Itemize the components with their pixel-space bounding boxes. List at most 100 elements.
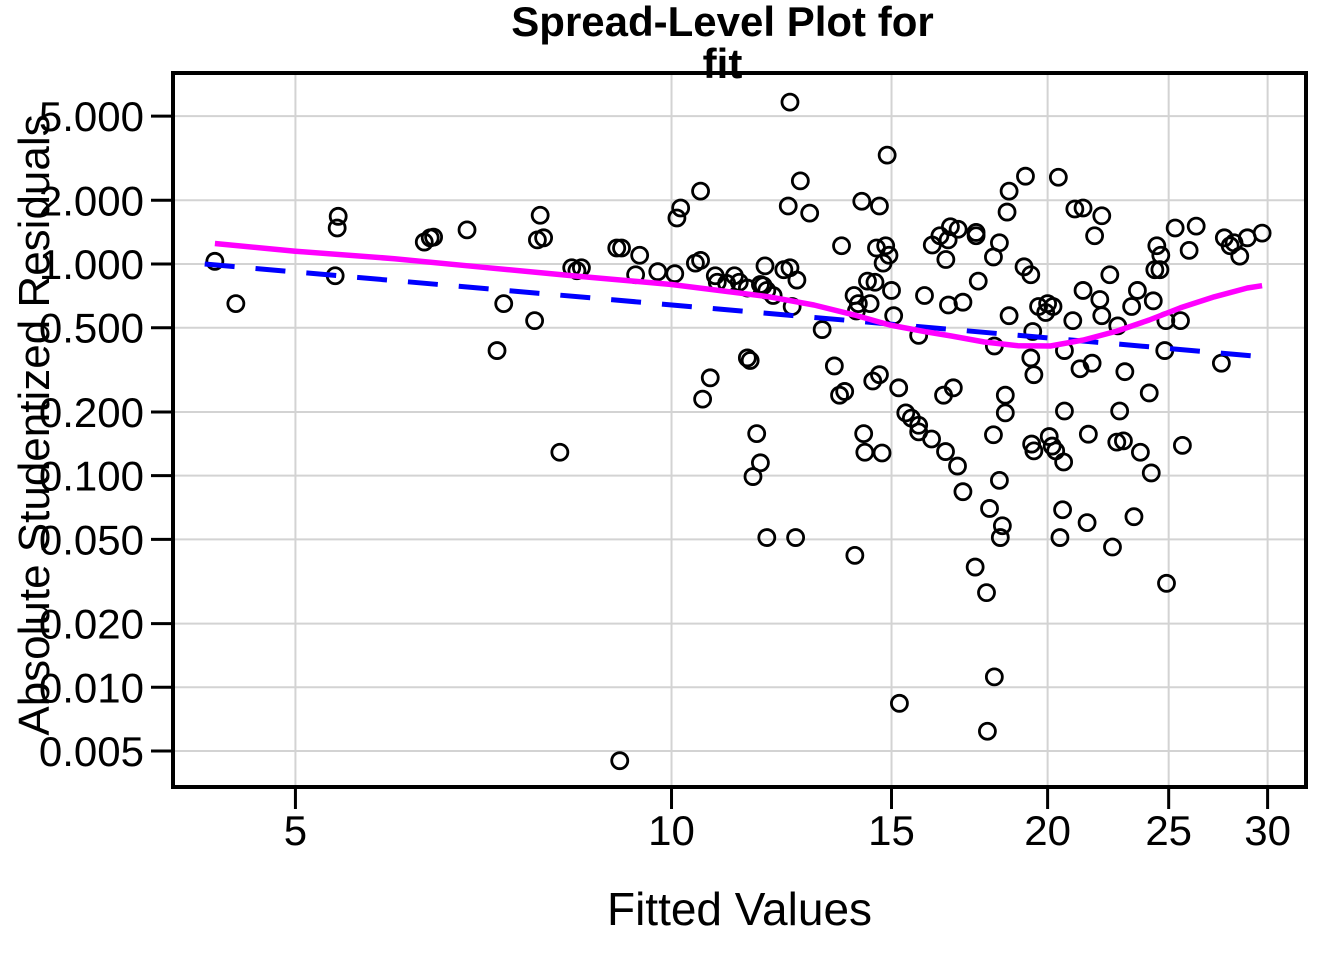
data-point (327, 218, 347, 238)
data-point (997, 202, 1017, 222)
data-point (700, 368, 720, 388)
data-point (610, 751, 630, 771)
data-point (992, 516, 1012, 536)
data-point (889, 378, 909, 398)
data-point (1211, 353, 1231, 373)
data-point (487, 341, 507, 360)
data-point (845, 545, 865, 565)
data-point (1063, 311, 1083, 331)
data-point (1090, 290, 1110, 309)
data-point (995, 385, 1015, 405)
data-point (890, 693, 909, 713)
data-point (1186, 216, 1206, 236)
data-point (870, 365, 889, 385)
data-point (800, 203, 820, 223)
data-point (550, 442, 570, 462)
data-point (1145, 260, 1165, 280)
data-point (1171, 311, 1190, 331)
data-point (870, 196, 889, 216)
data-point (1130, 442, 1150, 462)
data-point (205, 251, 225, 271)
data-point (1124, 507, 1144, 527)
data-point (980, 499, 999, 518)
data-point (1114, 431, 1133, 451)
data-point (943, 378, 963, 398)
data-point (1110, 401, 1130, 421)
data-point (743, 467, 763, 486)
data-point (1128, 281, 1147, 300)
data-point (852, 191, 872, 211)
data-point (630, 245, 650, 265)
data-point (1092, 306, 1112, 326)
data-point (938, 230, 958, 250)
data-point (1065, 199, 1085, 219)
data-point (832, 236, 851, 256)
y-tick-label: 0.005 (39, 728, 144, 775)
data-point (1053, 500, 1072, 520)
data-point (999, 181, 1019, 201)
data-point (671, 198, 691, 218)
data-point (1054, 452, 1074, 472)
data-point (1220, 236, 1240, 256)
data-point (494, 294, 514, 314)
plot-frame (171, 71, 1308, 789)
y-tick-label: 0.200 (39, 389, 144, 436)
data-point (786, 528, 806, 547)
data-point (1078, 424, 1098, 444)
data-point (780, 92, 800, 112)
data-point (1141, 463, 1161, 483)
data-point (1147, 236, 1167, 256)
x-tick-label: 5 (284, 807, 307, 854)
data-point (1024, 365, 1044, 385)
data-point (1085, 226, 1105, 246)
x-tick-label: 10 (648, 807, 695, 854)
y-tick-label: 1.000 (39, 241, 144, 288)
data-point (1230, 246, 1250, 266)
data-point (525, 311, 545, 331)
x-axis-title: Fitted Values (606, 883, 873, 935)
data-point (691, 181, 710, 201)
chart-title-line-2: fit (702, 40, 743, 87)
y-axis-title: Absolute Studentized Residuals (10, 114, 59, 736)
data-point (1016, 166, 1035, 186)
data-point (978, 721, 997, 741)
data-point (999, 306, 1019, 326)
data-point (1100, 265, 1120, 285)
data-point (737, 348, 757, 368)
data-point (968, 271, 988, 291)
data-point (896, 403, 916, 423)
data-point (948, 456, 967, 476)
data-point (882, 281, 901, 300)
data-point (1082, 353, 1102, 373)
data-point (1122, 297, 1142, 316)
data-point (909, 415, 929, 435)
y-tick-label: 0.500 (39, 305, 144, 352)
data-point (865, 272, 885, 292)
data-point (1092, 206, 1112, 226)
data-point (984, 425, 1003, 445)
data-point (740, 351, 760, 370)
data-point (1036, 303, 1056, 322)
data-point (457, 220, 477, 240)
y-tick-label: 2.000 (39, 177, 144, 224)
data-point (787, 270, 807, 290)
data-point (824, 356, 844, 376)
data-point (876, 236, 896, 256)
data-point (984, 247, 1003, 267)
data-point (757, 528, 777, 547)
data-point (1055, 401, 1074, 421)
data-point (693, 389, 713, 409)
data-point (648, 262, 668, 282)
data-point (936, 250, 956, 269)
data-point (1107, 432, 1127, 452)
data-point (534, 228, 554, 248)
data-point (990, 528, 1010, 547)
data-point (965, 557, 985, 577)
data-point (855, 442, 875, 462)
data-point (1048, 167, 1068, 187)
data-point (1046, 441, 1066, 461)
data-point (966, 226, 986, 246)
data-point (1165, 218, 1185, 238)
y-tick-label: 0.010 (39, 664, 144, 711)
y-tick-label: 0.020 (39, 601, 144, 648)
